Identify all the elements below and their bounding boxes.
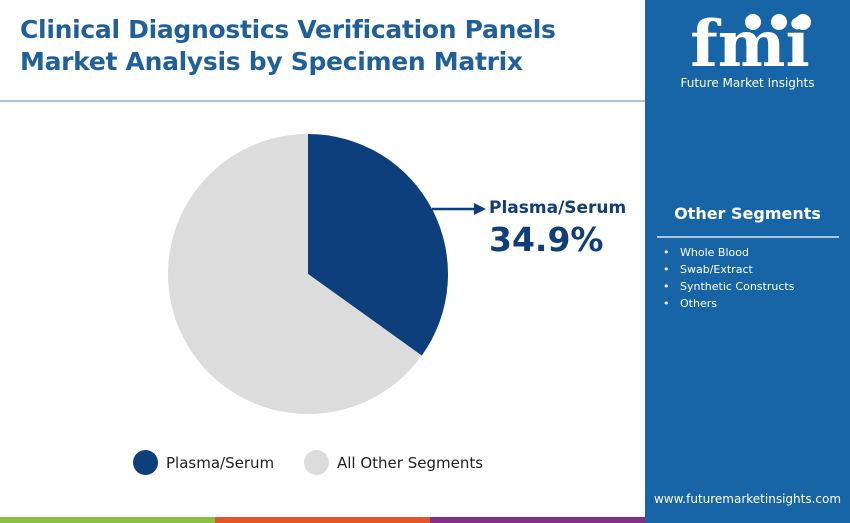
callout-label: Plasma/Serum — [489, 198, 627, 218]
segments-divider — [657, 236, 839, 238]
list-item: Synthetic Constructs — [663, 278, 794, 295]
footer-bar-orange — [215, 517, 430, 523]
pie-slice-all-other-segments — [167, 134, 422, 414]
footer-bar-purple — [430, 517, 645, 523]
page-title: Clinical Diagnostics Verification Panels… — [20, 14, 556, 78]
fmi-logo: fmi — [690, 10, 811, 70]
list-item: Others — [663, 295, 794, 312]
footer-bar-green — [0, 517, 215, 523]
legend-swatch — [304, 450, 329, 475]
brand-name: Future Market Insights — [680, 76, 815, 90]
title-line-2: Market Analysis by Specimen Matrix — [20, 47, 523, 76]
list-item: Whole Blood — [663, 244, 794, 261]
legend-label: Plasma/Serum — [166, 453, 275, 472]
title-line-1: Clinical Diagnostics Verification Panels — [20, 15, 556, 44]
other-segments-title: Other Segments — [674, 204, 821, 223]
website-url: www.futuremarketinsights.com — [653, 492, 842, 506]
list-item: Swab/Extract — [663, 261, 794, 278]
legend-label: All Other Segments — [337, 453, 484, 472]
pie-slice-plasma-serum — [308, 134, 448, 356]
side-panel: fmi Future Market Insights Other Segment… — [645, 0, 850, 523]
pie-chart — [167, 134, 486, 414]
title-divider — [0, 100, 645, 102]
legend-item-plasma: Plasma/Serum — [133, 450, 274, 475]
legend-item-others: All Other Segments — [304, 450, 483, 475]
legend-swatch — [133, 450, 158, 475]
callout-value: 34.9% — [489, 220, 604, 259]
other-segments-list: Whole Blood Swab/Extract Synthetic Const… — [663, 244, 794, 312]
callout-arrow-head — [474, 203, 486, 215]
